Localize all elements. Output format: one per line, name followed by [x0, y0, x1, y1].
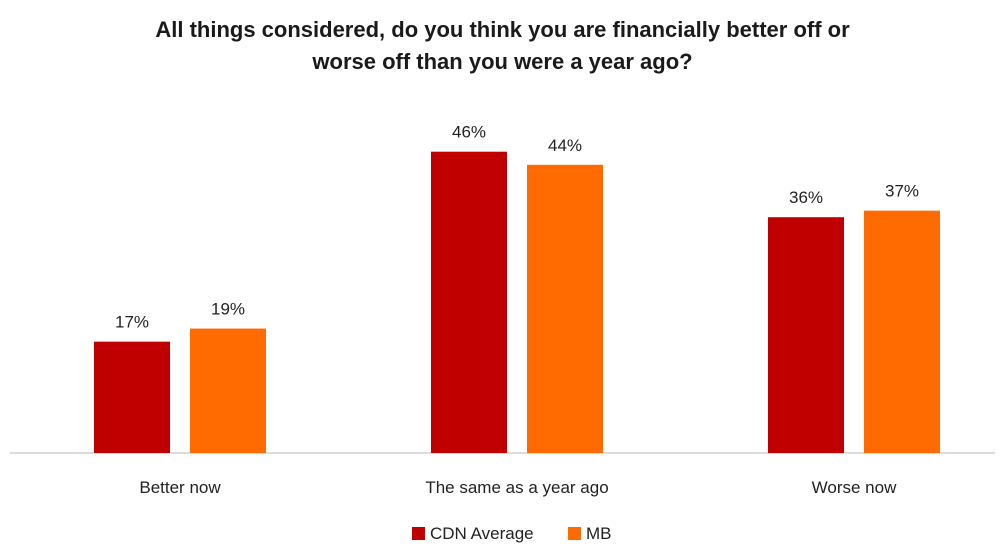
bar-mb-0 [190, 328, 266, 453]
data-label-mb-2: 37% [885, 182, 919, 201]
data-label-cdn-average-1: 46% [452, 123, 486, 142]
data-label-cdn-average-2: 36% [789, 188, 823, 207]
legend-swatch-0 [412, 527, 425, 540]
chart-title-line-2: worse off than you were a year ago? [312, 49, 693, 74]
bar-mb-1 [527, 164, 603, 454]
bar-cdn-average-1 [431, 151, 507, 453]
legend-swatch-1 [568, 527, 581, 540]
bar-cdn-average-2 [768, 217, 844, 453]
data-label-mb-0: 19% [211, 300, 245, 319]
bar-mb-2 [864, 210, 940, 453]
category-label-2: Worse now [812, 478, 897, 497]
data-label-mb-1: 44% [548, 136, 582, 155]
category-label-1: The same as a year ago [425, 478, 608, 497]
legend-label-0: CDN Average [430, 524, 534, 543]
legend-label-1: MB [586, 524, 612, 543]
chart-title-line-1: All things considered, do you think you … [155, 17, 850, 42]
category-label-0: Better now [139, 478, 221, 497]
bar-cdn-average-0 [94, 341, 170, 453]
chart-title: All things considered, do you think you … [0, 14, 1005, 78]
data-label-cdn-average-0: 17% [115, 313, 149, 332]
